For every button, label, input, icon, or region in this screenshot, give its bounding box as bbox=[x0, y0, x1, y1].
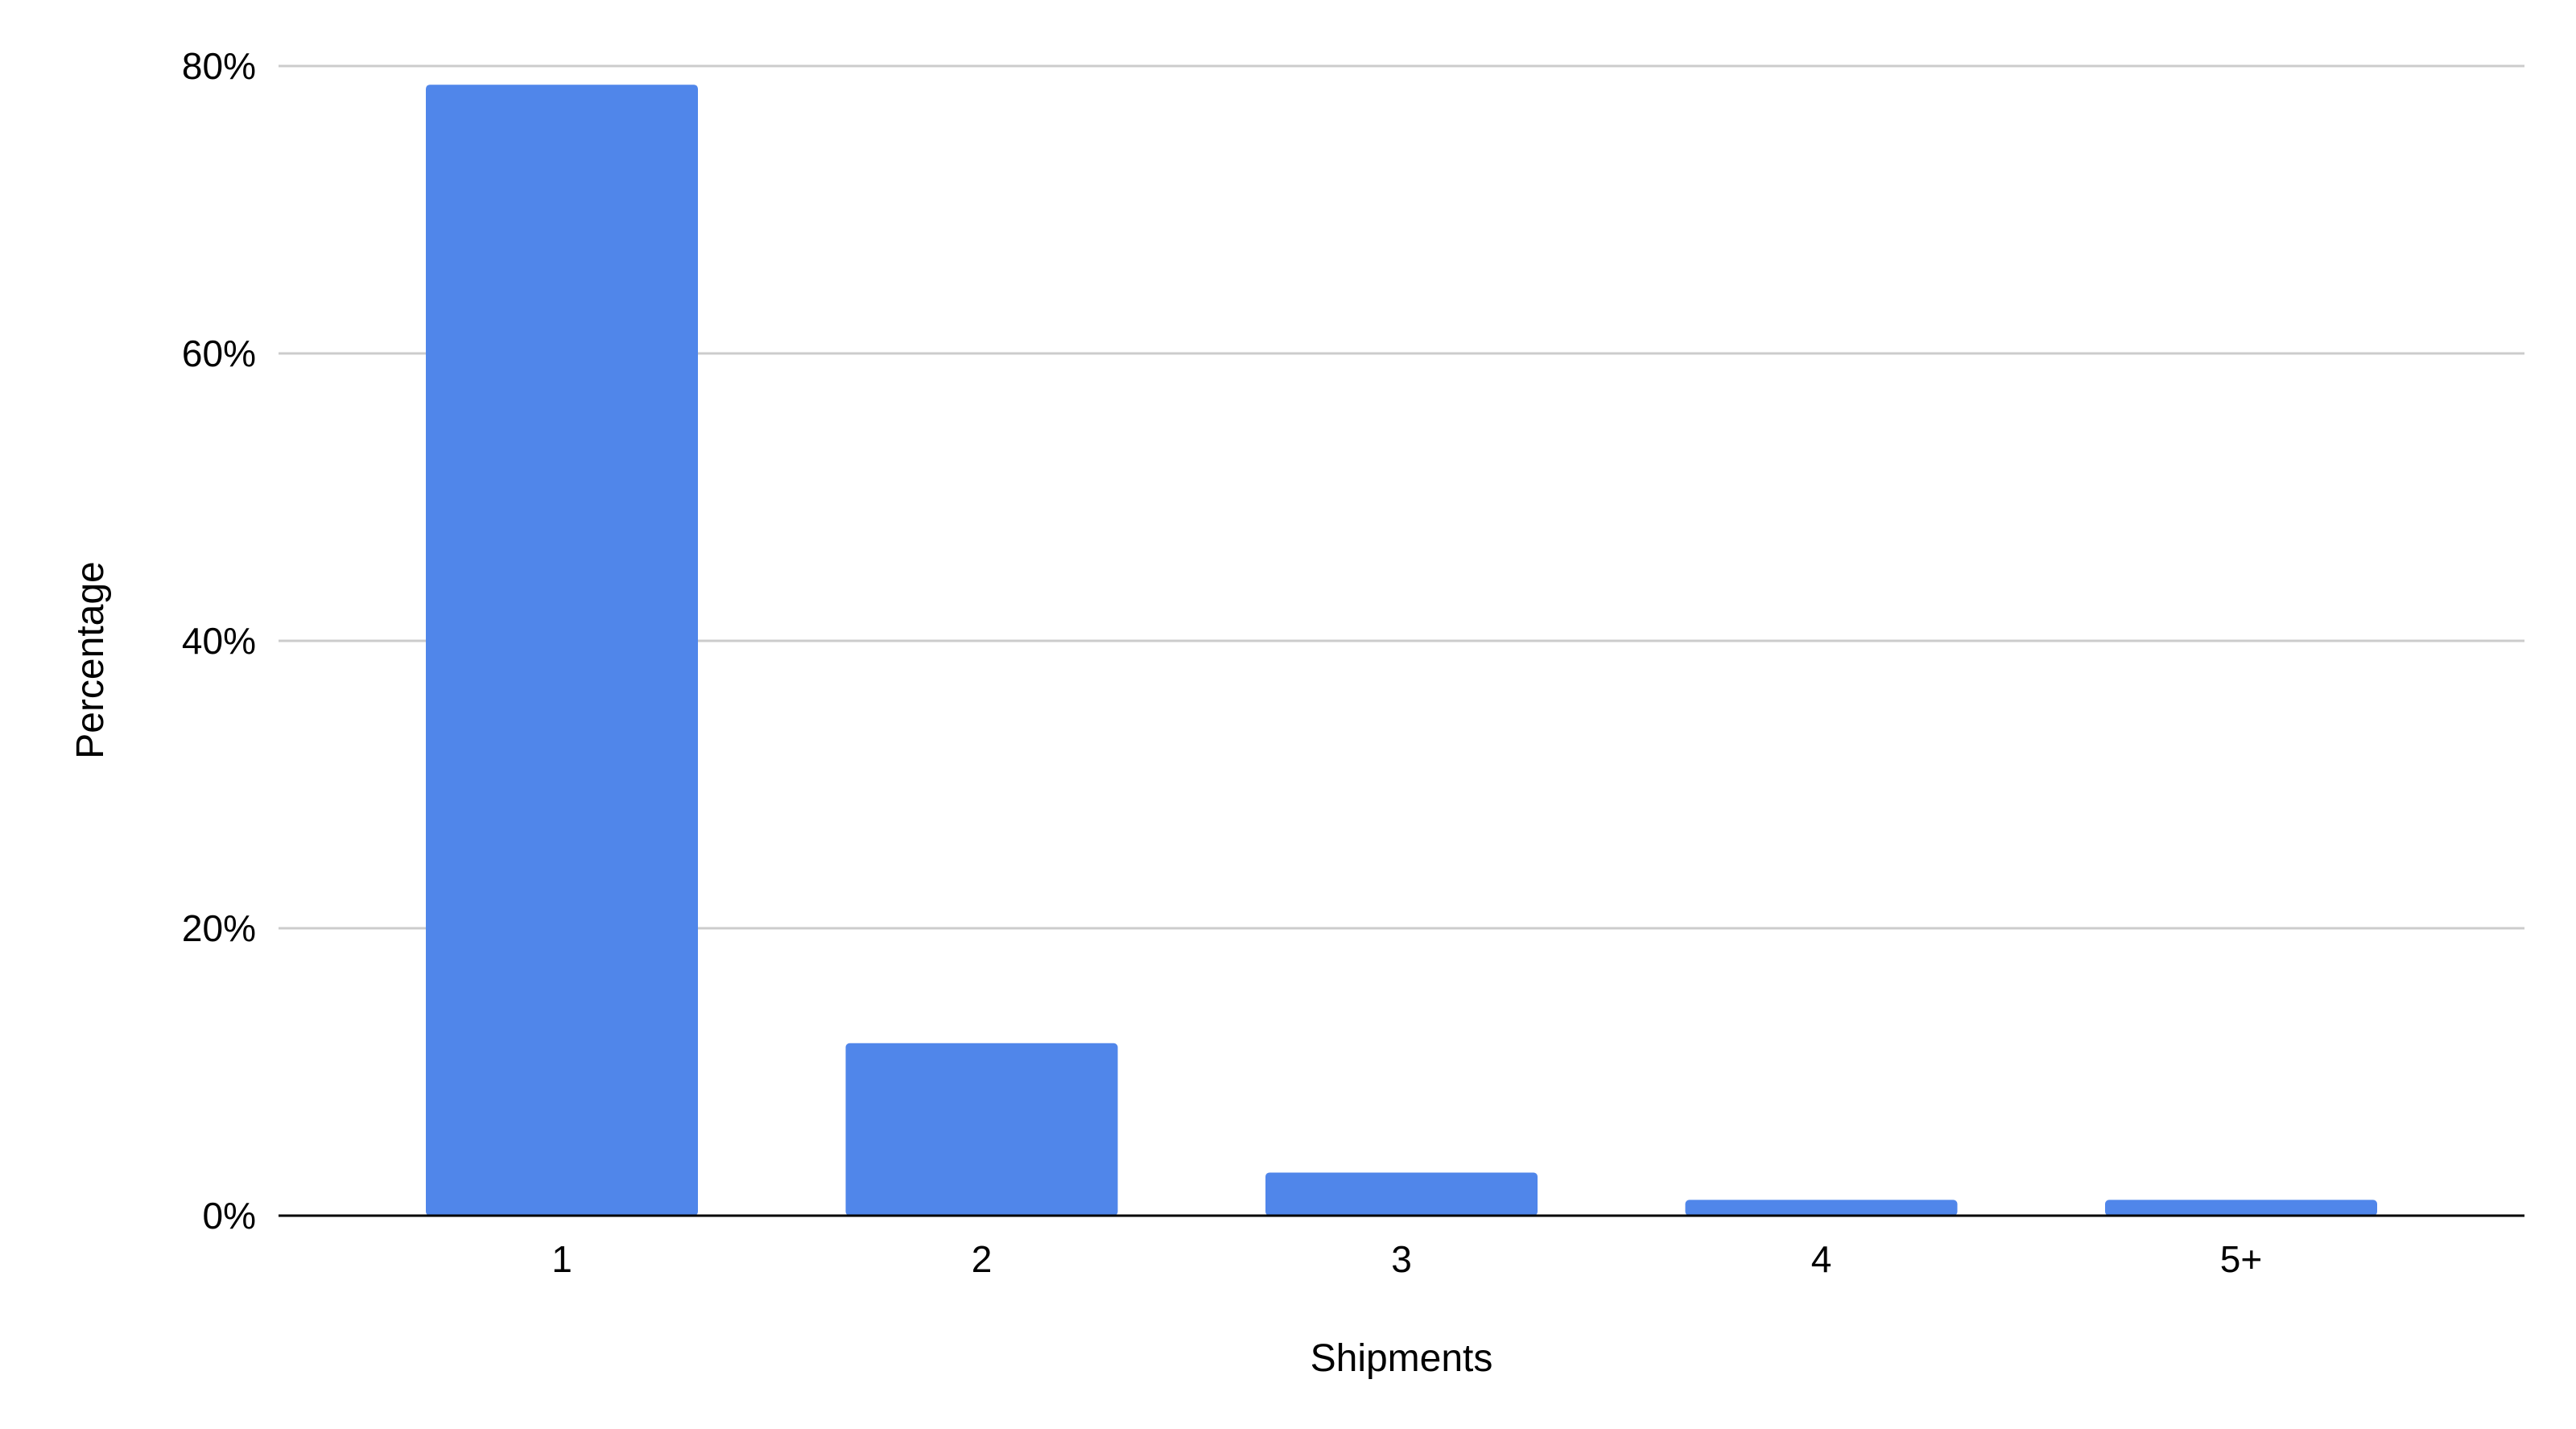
x-tick-label: 1 bbox=[551, 1238, 572, 1280]
y-axis-title: Percentage bbox=[69, 561, 112, 759]
x-tick-label: 5+ bbox=[2220, 1238, 2262, 1280]
bar-2 bbox=[845, 1043, 1118, 1216]
x-tick-label: 2 bbox=[972, 1238, 993, 1280]
y-tick-label: 40% bbox=[182, 620, 256, 662]
y-axis-tick-labels: 0% 20% 40% 60% 80% bbox=[182, 45, 256, 1237]
bar-1 bbox=[426, 85, 698, 1216]
y-tick-label: 60% bbox=[182, 332, 256, 374]
x-tick-label: 4 bbox=[1811, 1238, 1832, 1280]
bars bbox=[426, 85, 2377, 1216]
bar-3 bbox=[1265, 1172, 1538, 1216]
y-tick-label: 20% bbox=[182, 907, 256, 949]
bar-5plus bbox=[2105, 1200, 2377, 1216]
bar-4 bbox=[1685, 1200, 1958, 1216]
x-axis-title: Shipments bbox=[1311, 1337, 1493, 1380]
x-axis-tick-labels: 1 2 3 4 5+ bbox=[551, 1238, 2262, 1280]
y-tick-label: 0% bbox=[203, 1195, 256, 1237]
y-tick-label: 80% bbox=[182, 45, 256, 87]
x-tick-label: 3 bbox=[1391, 1238, 1412, 1280]
